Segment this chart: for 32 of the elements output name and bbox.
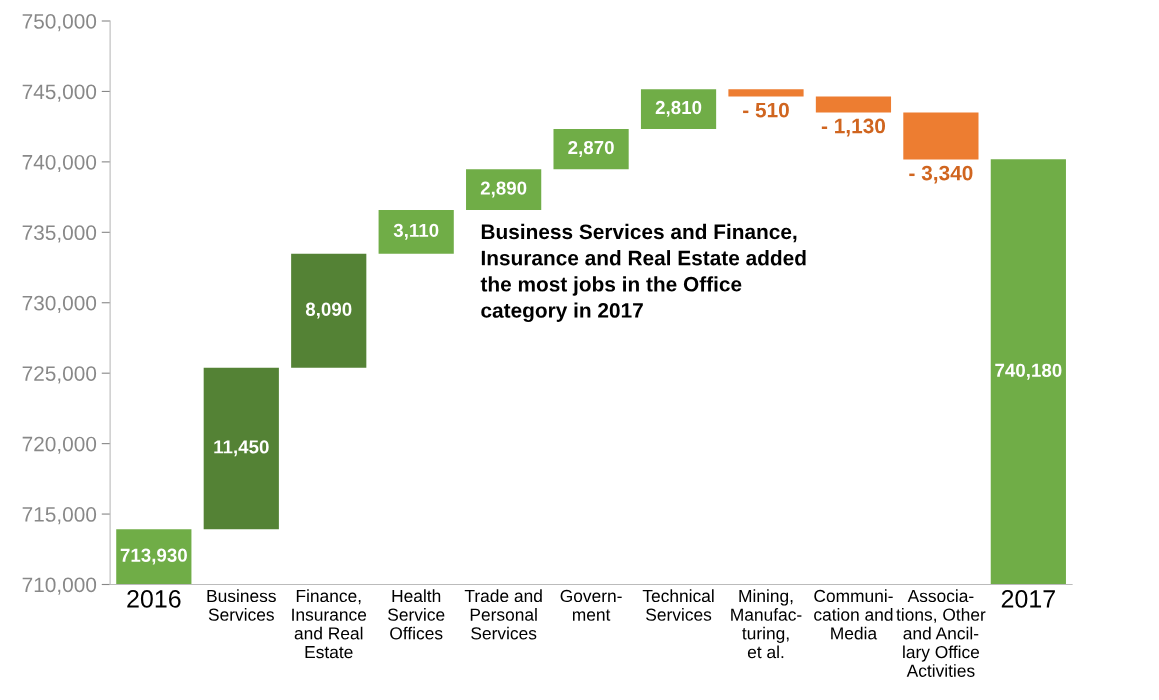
y-tick-label: 745,000 xyxy=(22,84,97,102)
x-tick-label: Trade and Personal Services xyxy=(464,589,542,640)
x-tick-label: Associa- tions, Other and Ancil- lary Office Activities xyxy=(896,589,986,677)
x-tick-label: 2017 xyxy=(1001,590,1055,608)
y-tick-label: 750,000 xyxy=(22,14,97,32)
y-tick-label: 715,000 xyxy=(22,507,97,525)
x-tick-label: Communi- cation and Media xyxy=(814,589,893,640)
data-label: - 510 xyxy=(743,102,789,118)
x-tick-label: Finance, Insurance and Real Estate xyxy=(292,589,367,659)
x-tick-label: 2016 xyxy=(127,590,181,608)
data-label: 2,870 xyxy=(568,140,614,157)
data-label: 2,890 xyxy=(480,181,527,198)
data-label: 3,110 xyxy=(393,223,439,240)
data-label: 11,450 xyxy=(214,440,269,457)
y-tick-label: 720,000 xyxy=(22,436,97,454)
x-tick-label: Technical Services xyxy=(642,589,714,621)
annotation: Business Services and Finance, Insurance and Real Estate added the most jobs in the Office category in 2017 xyxy=(480,223,806,323)
y-tick-label: 730,000 xyxy=(22,295,97,313)
x-tick-label: Govern- ment xyxy=(560,589,622,621)
y-tick-label: 740,000 xyxy=(22,154,97,173)
data-label: - 3,340 xyxy=(909,165,973,184)
y-tick-label: 735,000 xyxy=(22,225,97,243)
data-label: 713,930 xyxy=(120,548,187,565)
x-tick-label: Mining, Manufac- turing, et al. xyxy=(731,589,802,659)
data-label: 2,810 xyxy=(655,100,702,117)
y-tick-label: 725,000 xyxy=(22,366,97,384)
data-label: 8,090 xyxy=(305,302,352,319)
y-tick-label: 710,000 xyxy=(22,577,97,595)
data-label: - 1,130 xyxy=(821,118,886,137)
x-tick-label: Business Services xyxy=(207,589,276,621)
data-label: 740,180 xyxy=(995,363,1062,380)
x-tick-label: Health Service Offices xyxy=(388,589,445,640)
